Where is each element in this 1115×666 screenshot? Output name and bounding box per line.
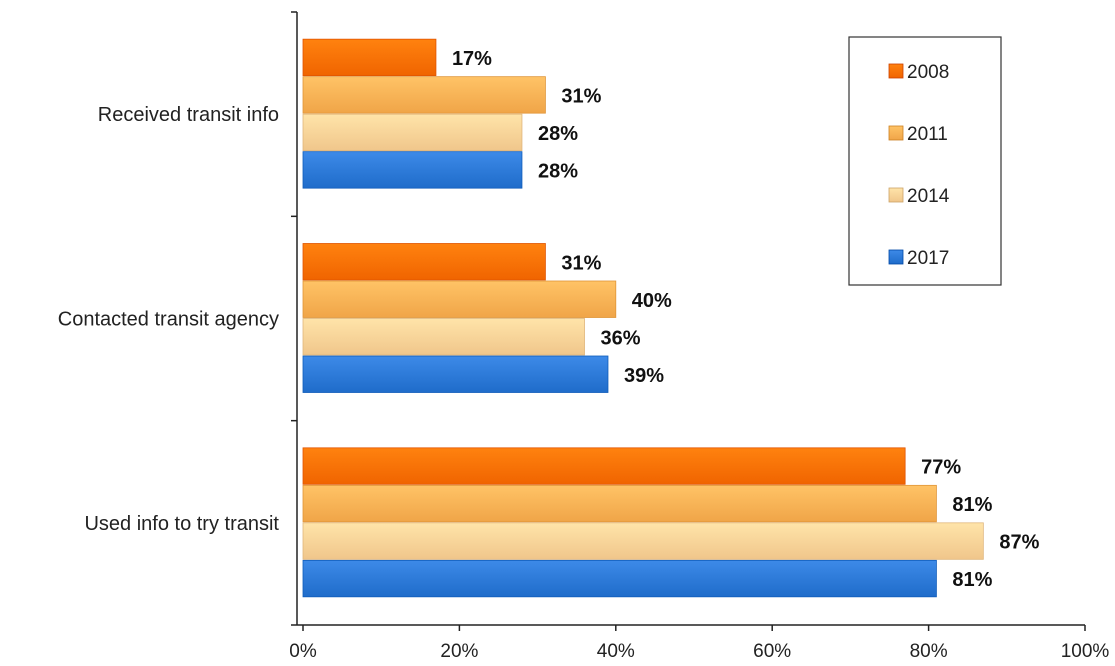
legend-swatch-2014 (888, 187, 904, 203)
bar-received-transit-info-2011 (302, 76, 546, 114)
legend-swatch-2008 (888, 63, 904, 79)
data-label-contacted-transit-agency-2011: 40% (632, 290, 672, 312)
bar-contacted-transit-agency-2011 (302, 280, 617, 318)
legend-label-2014: 2014 (907, 186, 950, 207)
data-label-used-info-to-try-transit-2011: 81% (952, 494, 992, 516)
data-label-used-info-to-try-transit-2014: 87% (999, 532, 1039, 554)
legend-label-2008: 2008 (907, 62, 949, 83)
x-tick-label-20: 20% (440, 641, 478, 662)
bar-contacted-transit-agency-2014 (302, 318, 585, 356)
x-tick-label-80: 80% (910, 641, 948, 662)
x-tick-label-60: 60% (753, 641, 791, 662)
data-label-used-info-to-try-transit-2008: 77% (921, 457, 961, 479)
data-label-contacted-transit-agency-2014: 36% (601, 327, 641, 349)
legend: 2008 2011 2014 2017 (848, 36, 1002, 286)
bar-used-info-to-try-transit-2011 (302, 484, 937, 523)
bar-received-transit-info-2008 (302, 38, 437, 77)
bars-layer (302, 38, 984, 598)
legend-label-2017: 2017 (907, 248, 949, 269)
category-label-contacted-transit-agency: Contacted transit agency (58, 309, 279, 331)
legend-swatch-2011 (888, 125, 904, 141)
bar-received-transit-info-2017 (302, 151, 523, 189)
category-label-received-transit-info: Received transit info (98, 104, 279, 126)
legend-frame (848, 36, 1002, 286)
data-label-received-transit-info-2017: 28% (538, 160, 578, 182)
data-label-received-transit-info-2014: 28% (538, 123, 578, 145)
legend-swatch-2017 (888, 249, 904, 265)
data-label-contacted-transit-agency-2017: 39% (624, 365, 664, 387)
bar-used-info-to-try-transit-2017 (302, 559, 937, 598)
bar-contacted-transit-agency-2008 (302, 243, 546, 281)
bar-contacted-transit-agency-2017 (302, 355, 609, 393)
x-tick-label-100: 100% (1061, 641, 1110, 662)
data-label-used-info-to-try-transit-2017: 81% (952, 569, 992, 591)
bar-used-info-to-try-transit-2008 (302, 447, 906, 485)
bar-used-info-to-try-transit-2014 (302, 522, 984, 560)
axes-layer (291, 11, 1086, 631)
x-tick-label-0: 0% (289, 641, 317, 662)
bar-received-transit-info-2014 (302, 113, 523, 152)
labels-layer: 17% 31% 28% 28% Received transit info 31% 40% 3… (58, 48, 1110, 662)
data-label-received-transit-info-2008: 17% (452, 48, 492, 70)
data-label-received-transit-info-2011: 31% (561, 85, 601, 107)
x-tick-label-40: 40% (597, 641, 635, 662)
data-label-contacted-transit-agency-2008: 31% (561, 252, 601, 274)
category-label-used-info-to-try-transit: Used info to try transit (84, 513, 279, 535)
legend-label-2011: 2011 (907, 124, 948, 145)
